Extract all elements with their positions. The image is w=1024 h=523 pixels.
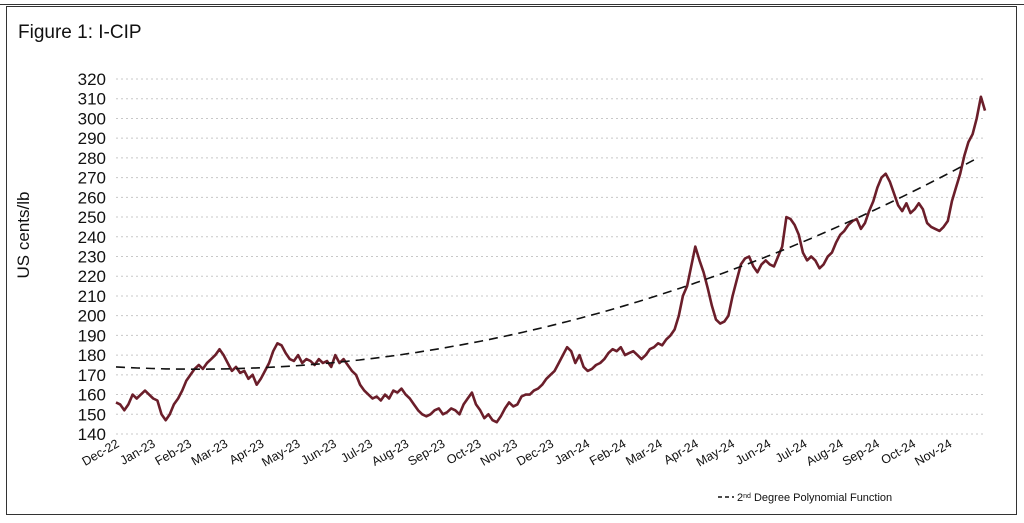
- y-tick-label: 240: [78, 228, 106, 247]
- series-line: [115, 95, 987, 424]
- x-tick-label: May-24: [694, 436, 737, 469]
- y-tick-label: 270: [78, 169, 106, 188]
- x-tick-label: Jan-23: [118, 436, 158, 467]
- trendline: [115, 158, 976, 370]
- legend: 2nd Degree Polynomial Function: [718, 492, 892, 504]
- x-tick-label: Aug-23: [369, 436, 411, 468]
- y-tick-label: 150: [78, 405, 106, 424]
- x-tick-label: Aug-24: [804, 436, 846, 468]
- x-tick-label: Nov-23: [478, 436, 520, 468]
- gridlines: [116, 78, 985, 435]
- y-tick-label: 230: [78, 248, 106, 267]
- y-tick-label: 220: [78, 267, 106, 286]
- x-tick-label: Dec-23: [514, 436, 556, 468]
- x-tick-label: Feb-24: [587, 436, 628, 468]
- x-tick-label: Jun-24: [733, 436, 773, 467]
- y-tick-labels: 1401501601701801902002102202302402502602…: [78, 70, 106, 444]
- x-tick-label: May-23: [259, 436, 302, 469]
- x-tick-label: Apr-24: [661, 436, 701, 467]
- y-tick-label: 210: [78, 287, 106, 306]
- y-axis-label: US cents/lb: [14, 192, 33, 279]
- x-tick-label: Oct-24: [879, 436, 919, 467]
- y-tick-label: 160: [78, 386, 106, 405]
- top-border-line: [0, 0, 1024, 5]
- x-tick-label: Jan-24: [552, 436, 592, 467]
- y-tick-label: 290: [78, 129, 106, 148]
- x-tick-label: Mar-24: [623, 436, 664, 468]
- x-tick-label: Oct-23: [444, 436, 484, 467]
- legend-label-text: Degree Polynomial Function: [751, 492, 892, 504]
- y-tick-label: 140: [78, 425, 106, 444]
- x-tick-label: Apr-23: [227, 436, 267, 467]
- legend-label: 2nd Degree Polynomial Function: [737, 492, 892, 504]
- y-tick-label: 320: [78, 70, 106, 89]
- x-tick-labels: Dec-22Jan-23Feb-23Mar-23Apr-23May-23Jun-…: [80, 436, 955, 469]
- x-tick-label: Nov-24: [912, 436, 954, 468]
- y-tick-label: 280: [78, 149, 106, 168]
- y-tick-label: 180: [78, 346, 106, 365]
- x-tick-label: Feb-23: [153, 436, 194, 468]
- x-tick-label: Jun-23: [299, 436, 339, 467]
- y-tick-label: 190: [78, 326, 106, 345]
- chart-title: Figure 1: I-CIP: [18, 22, 142, 43]
- y-tick-label: 260: [78, 188, 106, 207]
- x-tick-label: Sep-23: [405, 436, 447, 468]
- y-tick-label: 250: [78, 208, 106, 227]
- y-tick-label: 170: [78, 366, 106, 385]
- legend-label-superscript: nd: [743, 493, 751, 500]
- y-tick-label: 300: [78, 109, 106, 128]
- series-lines: [115, 95, 987, 424]
- figure-frame: [6, 6, 1017, 515]
- y-tick-label: 200: [78, 307, 106, 326]
- x-tick-label: Sep-24: [840, 436, 882, 468]
- x-tick-label: Jul-24: [773, 436, 810, 465]
- x-tick-label: Jul-23: [338, 436, 375, 465]
- y-tick-label: 310: [78, 90, 106, 109]
- x-tick-label: Mar-23: [189, 436, 230, 468]
- legend-label-number: 2: [737, 492, 743, 504]
